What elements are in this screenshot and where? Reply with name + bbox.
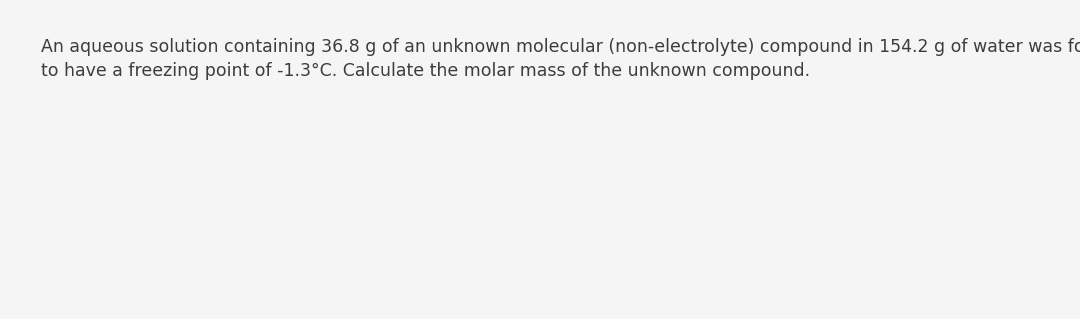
Text: An aqueous solution containing 36.8 g of an unknown molecular (non-electrolyte) : An aqueous solution containing 36.8 g of… bbox=[41, 38, 1080, 80]
